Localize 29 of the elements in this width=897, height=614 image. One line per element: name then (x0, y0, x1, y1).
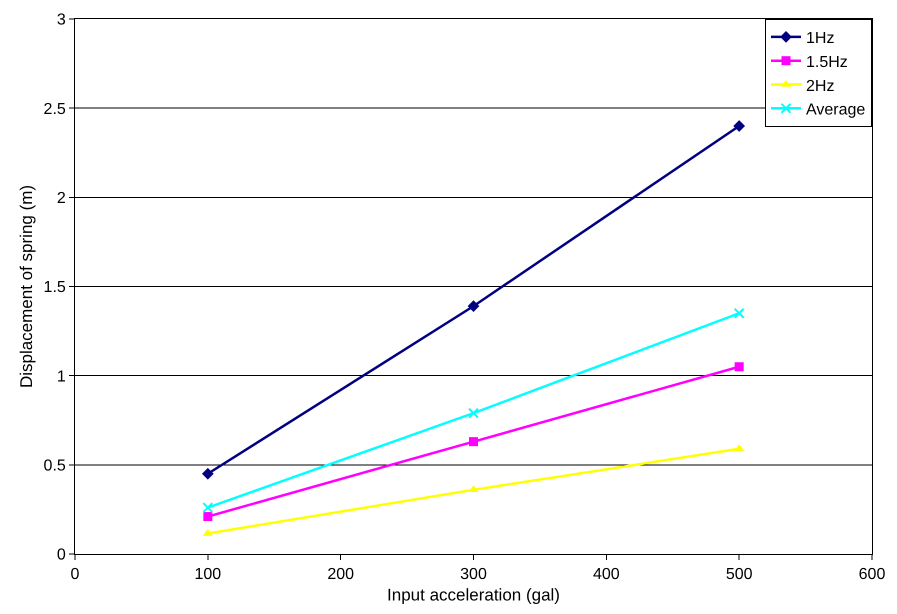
point (734, 308, 745, 319)
legend-label: 1.5Hz (806, 54, 848, 71)
x-axis-title: Input acceleration (gal) (387, 586, 560, 605)
point (469, 437, 478, 446)
y-tick-label: 3 (56, 12, 66, 29)
y-axis-title: Displacement of spring (m) (17, 184, 36, 388)
x-tick-label: 200 (327, 566, 354, 584)
x-tick-label: 100 (194, 566, 222, 584)
point (468, 300, 480, 312)
x-tick-label: 0 (70, 566, 80, 584)
legend-label: 2Hz (806, 78, 834, 95)
x-tick-label: 600 (858, 566, 886, 584)
x-tick-label: 400 (592, 566, 620, 584)
y-tick-label: 1 (56, 368, 66, 386)
point (468, 408, 479, 419)
y-tick-label: 0 (56, 546, 66, 564)
point (202, 468, 214, 480)
y-tick-label: 1.5 (44, 279, 66, 296)
point (202, 502, 214, 514)
x-tick-label: 500 (726, 566, 753, 584)
point (733, 120, 746, 132)
point (203, 512, 212, 522)
y-tick-label: 0.5 (44, 457, 66, 474)
x-tick-label: 300 (460, 566, 487, 584)
legend-label: Average (806, 102, 866, 119)
y-tick-label: 2.5 (44, 100, 66, 118)
legend-label: 1Hz (806, 30, 834, 48)
point (734, 362, 744, 372)
y-tick-label: 2 (56, 190, 66, 207)
